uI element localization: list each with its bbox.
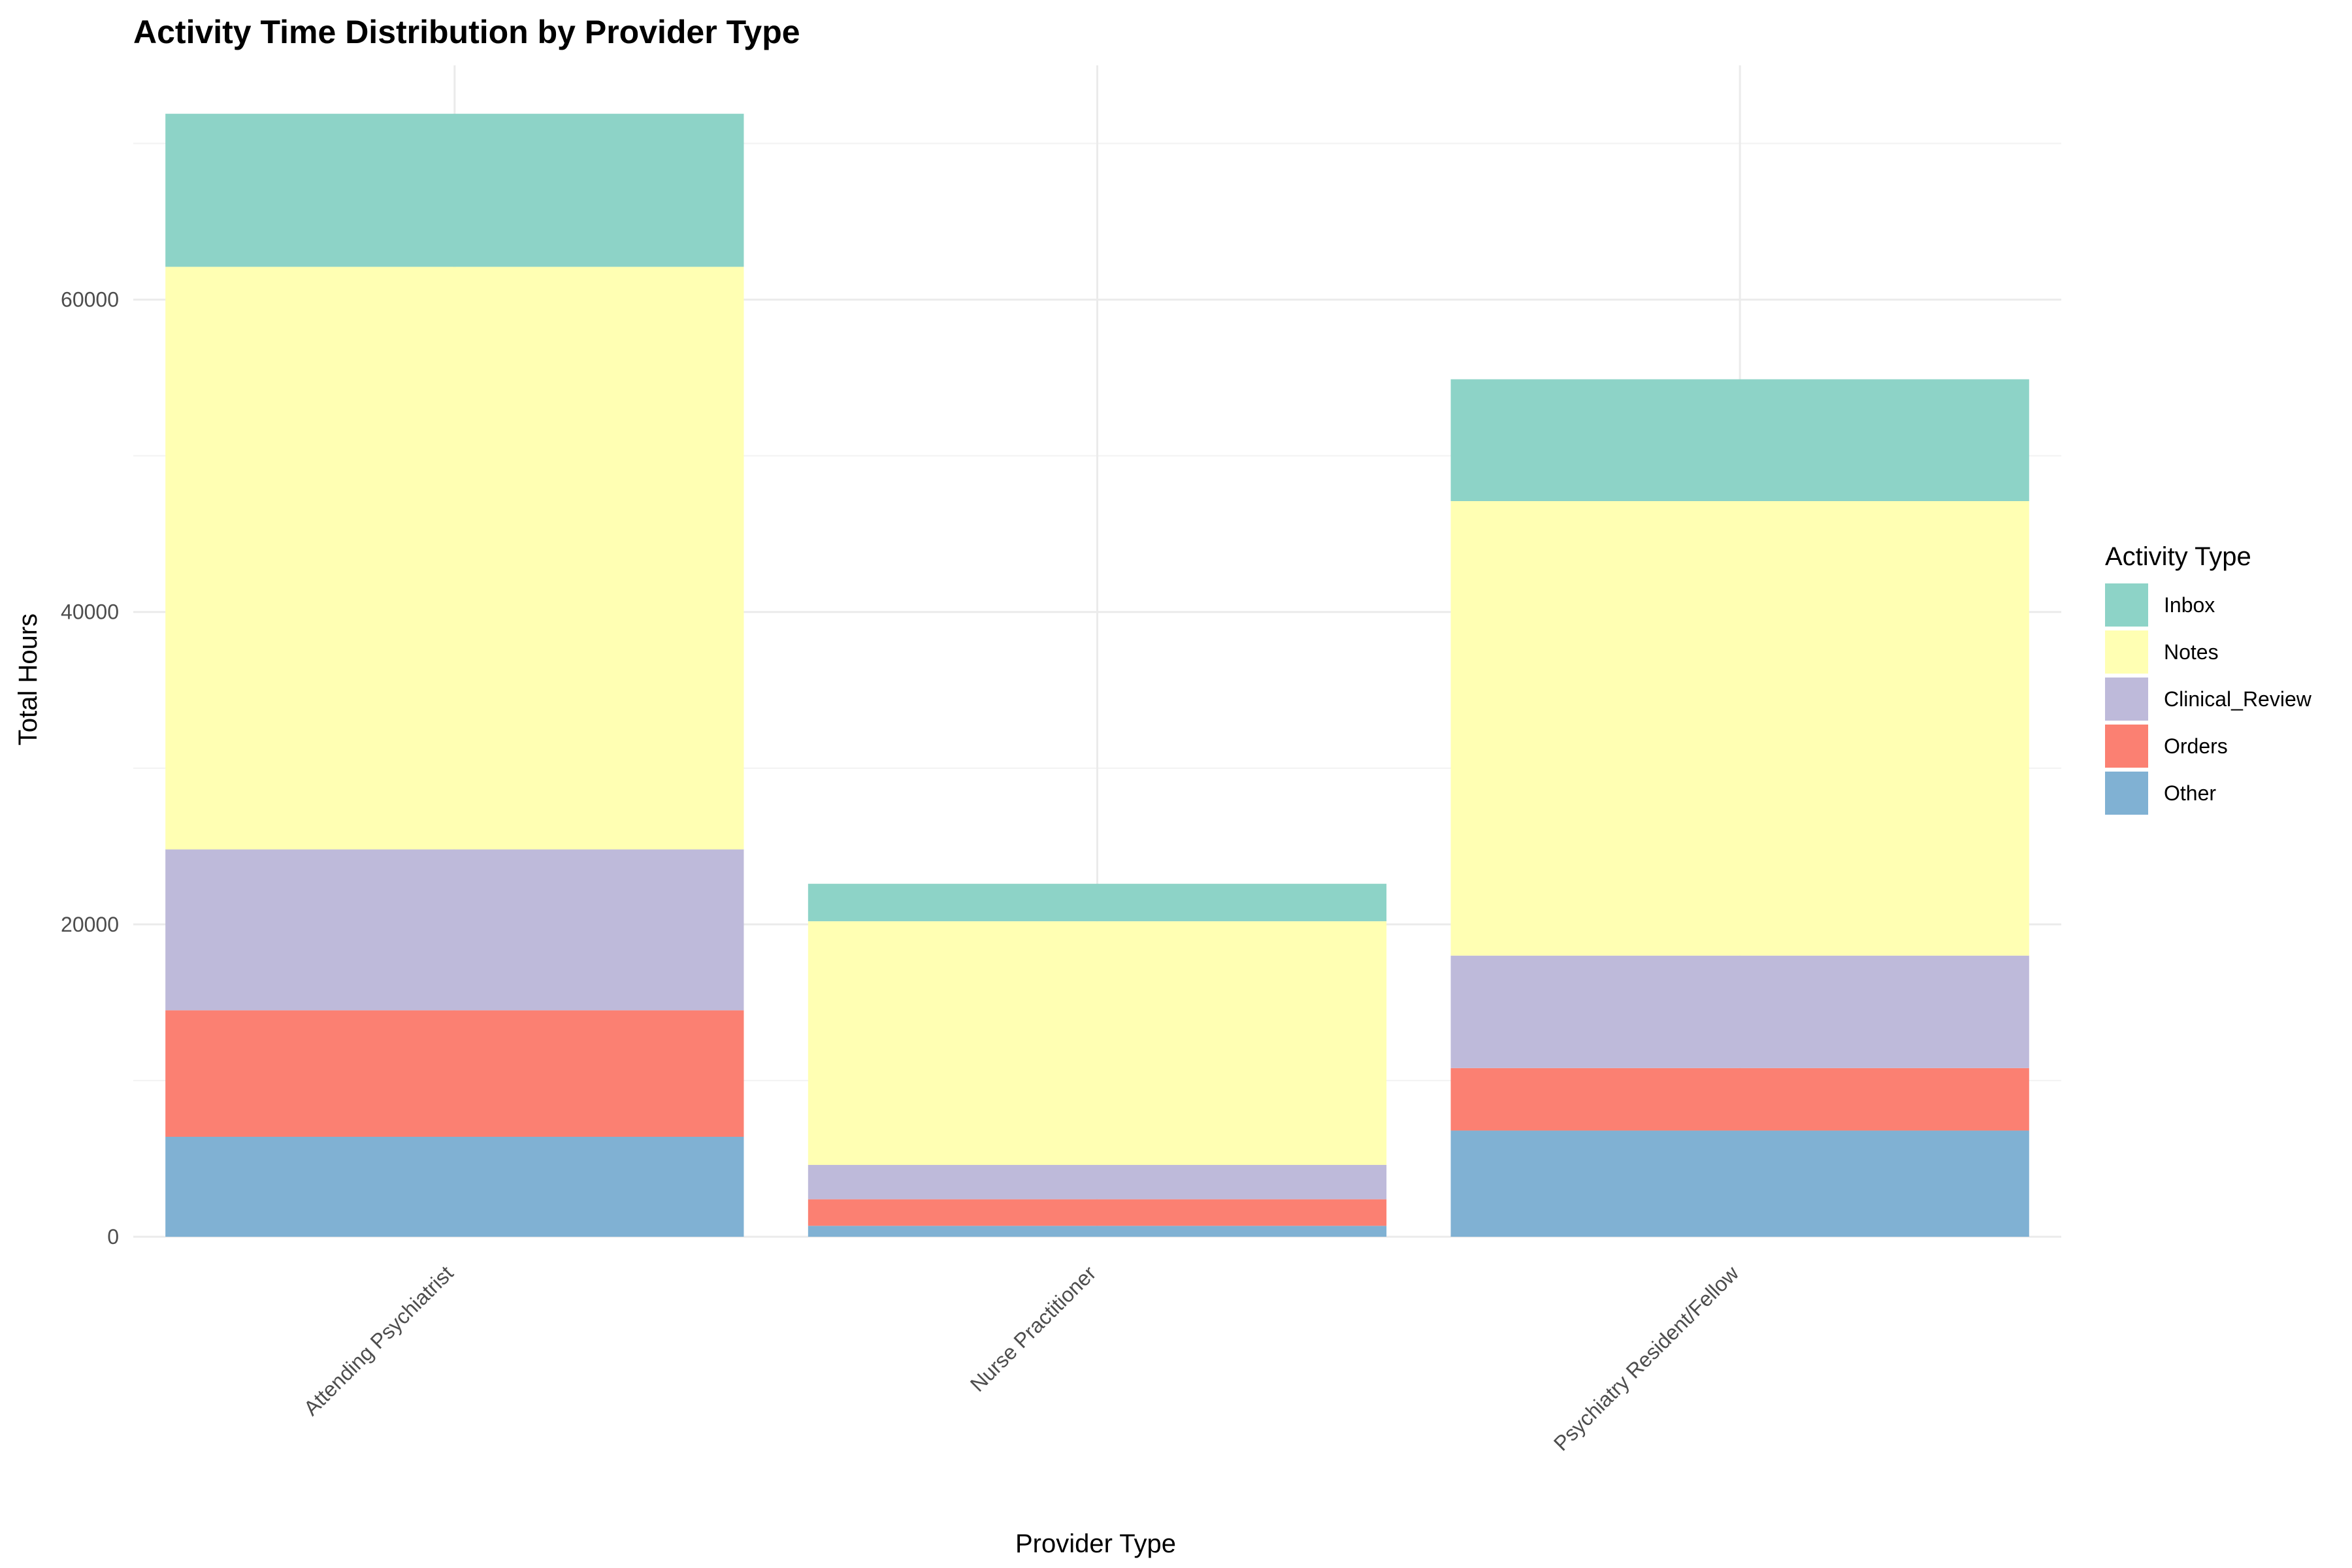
bar-segment-other — [165, 1136, 744, 1237]
legend: Activity Type Inbox Notes Clinical_Review O… — [2105, 542, 2312, 815]
x-tick-label: Nurse Practitioner — [966, 1261, 1101, 1396]
y-tick-label: 0 — [107, 1225, 119, 1249]
legend-title: Activity Type — [2105, 542, 2251, 571]
bars — [165, 114, 2029, 1237]
bar-segment-orders — [165, 1010, 744, 1137]
y-tick-label: 20000 — [61, 913, 119, 936]
bar-segment-clinical-review — [165, 849, 744, 1011]
legend-label: Clinical_Review — [2164, 687, 2312, 711]
legend-key — [2105, 772, 2148, 815]
bar-segment-inbox — [165, 114, 744, 267]
legend-key — [2105, 725, 2148, 768]
legend-key — [2105, 678, 2148, 721]
x-tick-label: Psychiatry Resident/Fellow — [1549, 1261, 1744, 1456]
y-axis-title: Total Hours — [14, 613, 42, 745]
legend-label: Inbox — [2164, 593, 2215, 617]
x-axis-title: Provider Type — [1015, 1529, 1176, 1558]
bar-segment-clinical-review — [808, 1165, 1387, 1200]
legend-label: Orders — [2164, 734, 2228, 758]
bar-segment-notes — [165, 267, 744, 850]
bar-segment-orders — [1450, 1068, 2029, 1131]
legend-key — [2105, 583, 2148, 627]
x-tick-label: Attending Psychiatrist — [299, 1261, 458, 1420]
bar-segment-inbox — [808, 883, 1387, 922]
bar-segment-other — [808, 1226, 1387, 1237]
y-tick-label: 40000 — [61, 600, 119, 624]
legend-label: Notes — [2164, 640, 2219, 664]
bar-segment-notes — [1450, 500, 2029, 956]
y-tick-label: 60000 — [61, 288, 119, 312]
legend-label: Other — [2164, 781, 2216, 805]
bar-segment-inbox — [1450, 379, 2029, 501]
bar-segment-clinical-review — [1450, 955, 2029, 1068]
bar-segment-orders — [808, 1199, 1387, 1226]
chart-title: Activity Time Distribution by Provider T… — [133, 14, 800, 50]
bar-segment-other — [1450, 1130, 2029, 1237]
legend-key — [2105, 630, 2148, 674]
bar-segment-notes — [808, 921, 1387, 1166]
